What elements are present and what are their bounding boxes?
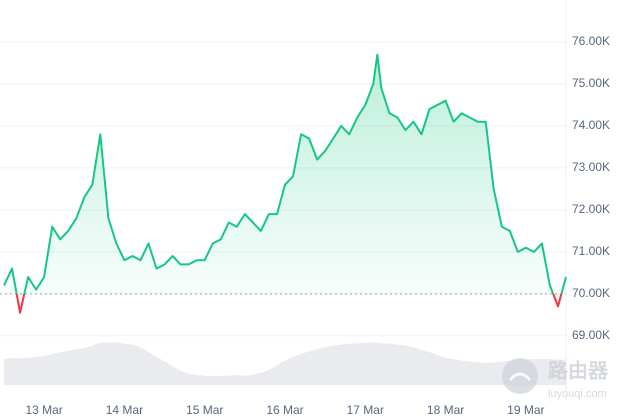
watermark-subtitle: luyouqi.com [548,388,607,400]
y-tick-label: 73.00K [572,160,610,174]
y-tick-label: 71.00K [572,244,610,258]
x-tick-label: 17 Mar [347,403,384,417]
y-tick-label: 76.00K [572,34,610,48]
x-tick-label: 19 Mar [507,403,544,417]
y-tick-label: 74.00K [572,118,610,132]
y-tick-label: 69.00K [572,328,610,342]
x-tick-label: 13 Mar [25,403,62,417]
price-line [3,53,567,314]
x-tick-label: 15 Mar [186,403,223,417]
x-tick-label: 14 Mar [106,403,143,417]
y-tick-label: 75.00K [572,76,610,90]
x-tick-label: 16 Mar [266,403,303,417]
price-area [4,54,566,313]
y-tick-label: 70.00K [572,286,610,300]
y-tick-label: 72.00K [572,202,610,216]
x-tick-label: 18 Mar [427,403,464,417]
volume-area [4,342,566,385]
watermark-title: 路由器 [548,358,609,382]
watermark: 路由器 luyouqi.com [502,358,609,400]
